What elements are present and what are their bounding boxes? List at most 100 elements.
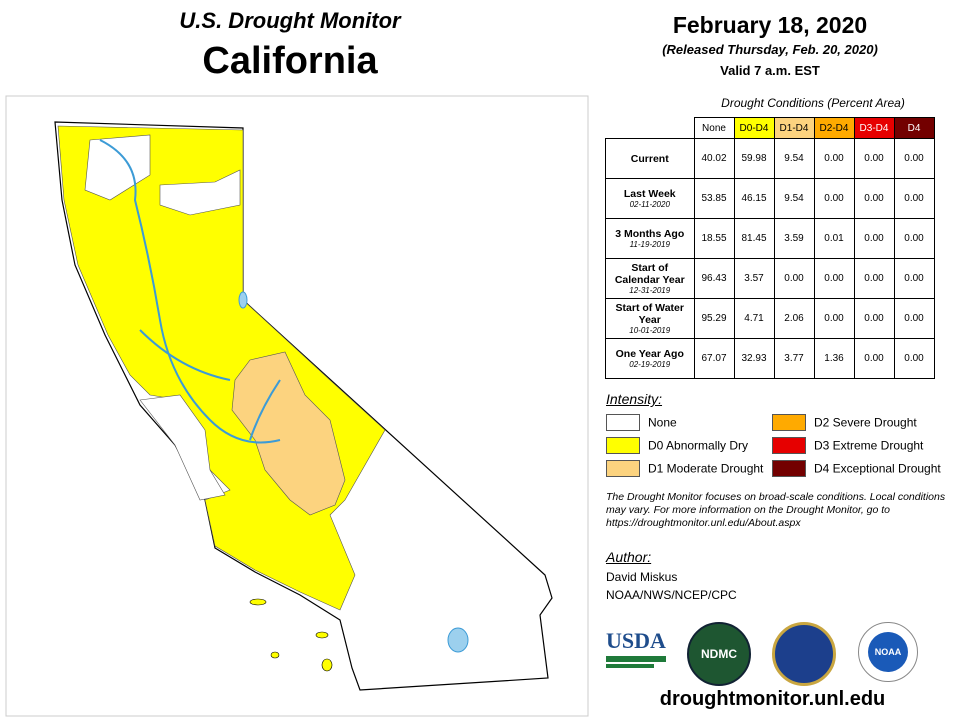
row-label: 3 Months Ago: [615, 228, 685, 240]
value-cell: 59.98: [733, 138, 775, 179]
row-date: 10-01-2019: [629, 326, 671, 335]
value-cell: 0.00: [893, 218, 935, 259]
value-cell: 0.00: [773, 258, 815, 299]
value-cell: 9.54: [773, 178, 815, 219]
legend-label: D1 Moderate Drought: [648, 461, 764, 476]
value-cell: 53.85: [693, 178, 735, 219]
value-cell: 4.71: [733, 298, 775, 339]
map: [5, 95, 589, 717]
legend-label: D4 Exceptional Drought: [814, 461, 941, 476]
usda-text: USDA: [606, 628, 666, 653]
river: [139, 329, 281, 441]
corner-cell: [606, 118, 695, 139]
value-cell: 3.59: [773, 218, 815, 259]
valid: Valid 7 a.m. EST: [720, 63, 820, 78]
value-cell: 0.01: [813, 218, 855, 259]
column-header: D1-D4: [773, 117, 815, 139]
legend-label: D2 Severe Drought: [814, 415, 917, 430]
legend-item: D1 Moderate Drought: [606, 460, 763, 477]
state: California: [202, 40, 378, 82]
island: [321, 658, 333, 672]
title: U.S. Drought Monitor: [179, 8, 401, 33]
column-header: D2-D4: [813, 117, 855, 139]
island: [315, 631, 329, 639]
value-cell: 0.00: [853, 218, 895, 259]
column-header: D3-D4: [853, 117, 895, 139]
value-cell: 0.00: [893, 258, 935, 299]
table-caption: Drought Conditions (Percent Area): [721, 96, 905, 110]
row-label: Last Week: [623, 188, 676, 200]
value-cell: 32.93: [733, 338, 775, 379]
row-date: 02-11-2020: [629, 200, 670, 209]
legend-swatch: [606, 414, 640, 431]
legend-label: D3 Extreme Drought: [814, 438, 924, 453]
value-cell: 96.43: [693, 258, 735, 299]
usda-logo: USDA: [606, 628, 666, 670]
value-cell: 0.00: [893, 298, 935, 339]
table: None D0-D4 D1-D4 D2-D4 D3-D4 D4 Current 40.02 59…: [605, 117, 935, 379]
value-cell: 0.00: [853, 338, 895, 379]
value-cell: 95.29: [693, 298, 735, 339]
lake: [447, 627, 469, 653]
value-cell: 0.00: [893, 338, 935, 379]
value-cell: 9.54: [773, 138, 815, 179]
noaa-logo: NOAA: [858, 622, 918, 682]
row-date: 11-19-2019: [629, 240, 670, 249]
date: February 18, 2020: [672, 12, 868, 38]
author-org: NOAA/NWS/NCEP/CPC: [606, 588, 737, 602]
none-area: [84, 134, 151, 201]
header-row: None D0-D4 D1-D4 D2-D4 D3-D4 D4: [606, 117, 935, 139]
table-row: Start of Calendar Year 12-31-2019 96.43 3.5…: [605, 258, 935, 299]
row-label-cell: Current: [605, 138, 695, 179]
row-label: Start of Water Year: [615, 302, 684, 326]
commerce-logo: [772, 622, 836, 686]
row-label: Current: [630, 152, 669, 165]
noaa-text: NOAA: [868, 632, 908, 672]
value-cell: 1.36: [813, 338, 855, 379]
legend-swatch: [772, 460, 806, 477]
value-cell: 67.07: [693, 338, 735, 379]
value-cell: 0.00: [813, 258, 855, 299]
author-name: David Miskus: [606, 570, 678, 584]
legend-label: None: [648, 415, 677, 430]
table-row: Start of Water Year 10-01-2019 95.29 4.71 2.…: [605, 298, 935, 339]
value-cell: 0.00: [813, 138, 855, 179]
value-cell: 0.00: [853, 298, 895, 339]
value-cell: 40.02: [693, 138, 735, 179]
legend-swatch: [772, 414, 806, 431]
row-label-cell: One Year Ago 02-19-2019: [605, 338, 695, 379]
table-row: Current 40.02 59.98 9.54 0.00 0.00 0.00: [605, 138, 935, 179]
value-cell: 3.57: [733, 258, 775, 299]
value-cell: 0.00: [853, 258, 895, 299]
value-cell: 3.77: [773, 338, 815, 379]
legend-item: D0 Abnormally Dry: [606, 437, 748, 454]
row-label: Start of Calendar Year: [614, 262, 685, 286]
column-header: D4: [893, 117, 935, 139]
river: [99, 139, 281, 444]
released: (Released Thursday, Feb. 20, 2020): [662, 42, 878, 57]
value-cell: 2.06: [773, 298, 815, 339]
column-header: None: [693, 117, 735, 139]
legend-swatch: [606, 437, 640, 454]
table-row: One Year Ago 02-19-2019 67.07 32.93 3.77 1.36…: [605, 338, 935, 379]
row-label-cell: Last Week 02-11-2020: [605, 178, 695, 219]
legend-item: D4 Exceptional Drought: [772, 460, 941, 477]
d1-area: [231, 351, 346, 516]
row-label-cell: 3 Months Ago 11-19-2019: [605, 218, 695, 259]
value-cell: 0.00: [853, 178, 895, 219]
url: droughtmonitor.unl.edu: [659, 688, 886, 710]
intensity-title: Intensity:: [606, 391, 663, 407]
legend-swatch: [772, 437, 806, 454]
lake: [238, 291, 248, 309]
legend-item: D2 Severe Drought: [772, 414, 917, 431]
value-cell: 0.00: [813, 178, 855, 219]
author-title: Author:: [606, 549, 652, 565]
none-area: [159, 169, 241, 216]
legend-item: None: [606, 414, 677, 431]
row-label-cell: Start of Calendar Year 12-31-2019: [605, 258, 695, 299]
table-row: 3 Months Ago 11-19-2019 18.55 81.45 3.59 0.01…: [605, 218, 935, 259]
value-cell: 0.00: [893, 178, 935, 219]
column-header: D0-D4: [733, 117, 775, 139]
island: [249, 598, 267, 606]
row-label-cell: Start of Water Year 10-01-2019: [605, 298, 695, 339]
